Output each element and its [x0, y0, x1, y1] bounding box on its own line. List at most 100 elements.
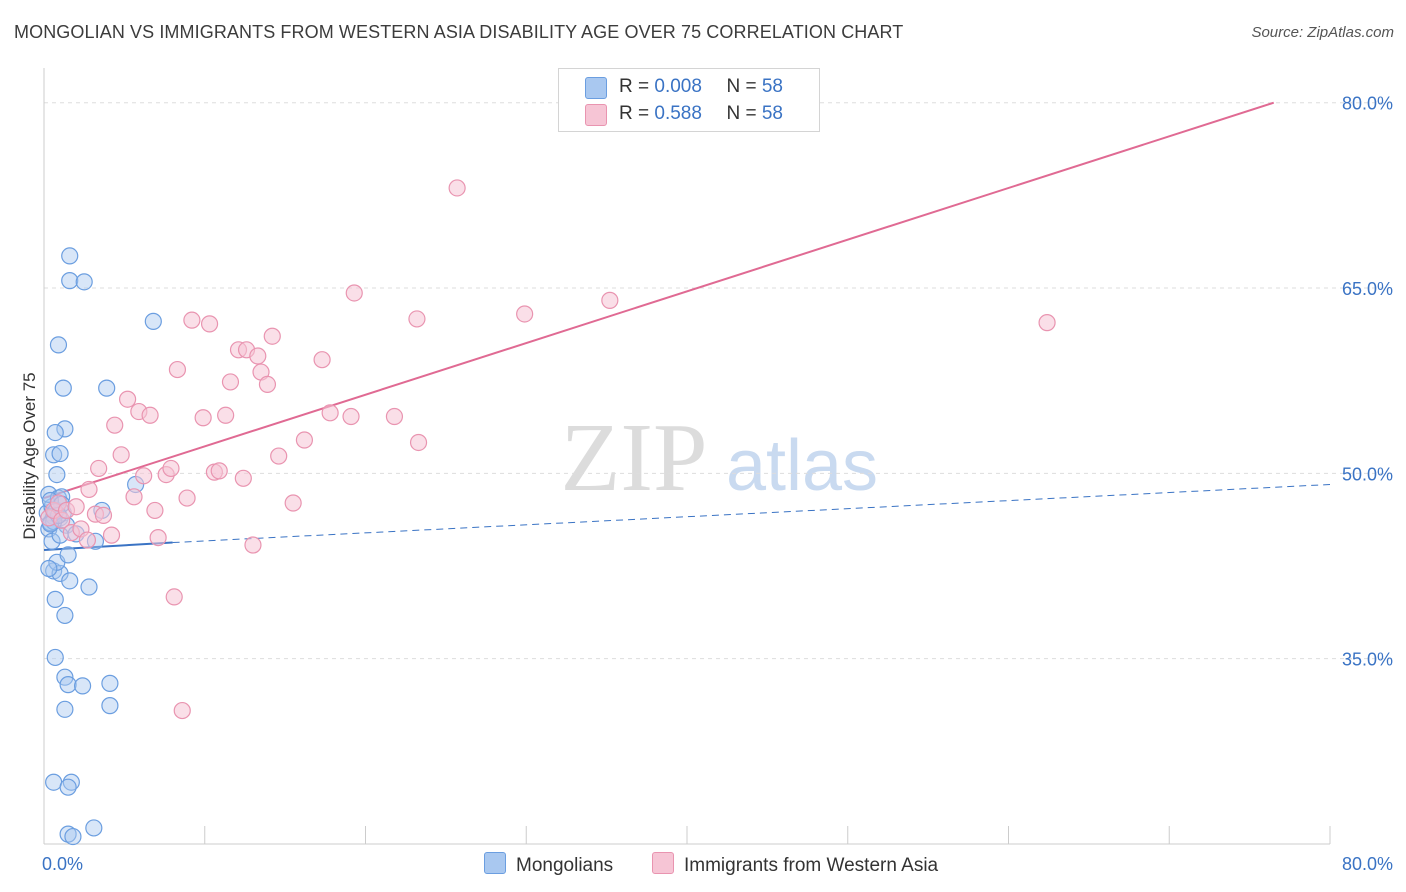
immigrants-point [258, 375, 277, 393]
legend-n-label: N = [726, 103, 762, 124]
mongolians-point [51, 444, 69, 463]
legend-swatch-blue [585, 77, 607, 99]
immigrants-point [263, 327, 281, 345]
mongolians-point [46, 590, 64, 608]
mongolians-point [98, 379, 116, 397]
chart-title: MONGOLIAN VS IMMIGRANTS FROM WESTERN ASI… [14, 22, 904, 42]
legend-r-label: R = [619, 76, 655, 97]
mongolians-point [61, 572, 79, 590]
immigrants-point [448, 179, 466, 197]
immigrants-point [67, 498, 85, 516]
immigrants-point [162, 459, 180, 478]
bottom-legend-label: Immigrants from Western Asia [684, 855, 939, 876]
immigrants-point [141, 406, 159, 424]
source-label: Source: ZipAtlas.com [1251, 24, 1394, 41]
mongolians-point [59, 778, 77, 796]
mongolians-point [73, 677, 92, 695]
y-axis-label: Disability Age Over 75 [20, 372, 39, 540]
mongolians-point [54, 379, 72, 397]
gridlines [44, 102, 1394, 660]
bottom-legend-swatch-pink [652, 852, 674, 874]
immigrants-point [178, 489, 196, 507]
correlation-legend: R = 0.008 N = 58 R = 0.588 N = 58 [558, 68, 820, 132]
immigrants-point [200, 315, 219, 333]
mongolians-trend-extension [172, 483, 1331, 544]
mongolians-point [45, 773, 63, 791]
mongolians-point [45, 446, 63, 464]
mongolians-points [38, 247, 162, 846]
immigrants-point [94, 506, 113, 524]
immigrants-point [313, 351, 331, 369]
legend-n-value: 58 [761, 76, 783, 97]
immigrants-point [112, 446, 130, 464]
legend-n-label: N = [726, 76, 762, 97]
immigrants-point [408, 310, 426, 328]
mongolians-point [59, 676, 77, 694]
immigrants-point [409, 433, 428, 452]
legend-swatch-pink [585, 104, 607, 126]
y-tick-label: 35.0% [1342, 650, 1393, 670]
mongolians-point [64, 827, 82, 846]
mongolians-trend-line [43, 541, 173, 551]
mongolians-point [46, 423, 64, 442]
mongolians-point [144, 312, 162, 330]
immigrants-point [165, 588, 183, 606]
trend-lines [43, 101, 1331, 551]
mongolians-point [62, 773, 80, 791]
immigrants-point [106, 416, 124, 434]
immigrants-point [234, 469, 252, 487]
legend-r-value: 0.588 [654, 103, 702, 124]
mongolians-point [59, 825, 77, 843]
immigrants-point [221, 373, 240, 391]
mongolians-point [56, 606, 74, 625]
immigrants-point [295, 431, 314, 449]
legend-n-value: 58 [761, 103, 783, 124]
mongolians-point [61, 272, 79, 290]
mongolians-point [101, 697, 119, 715]
mongolians-point [56, 700, 74, 718]
immigrants-point [125, 488, 143, 506]
watermark-zip: ZIP [561, 404, 708, 512]
legend-r-label: R = [619, 103, 655, 124]
immigrants-point [601, 291, 619, 309]
immigrants-point [385, 407, 404, 426]
mongolians-point [49, 336, 68, 354]
immigrants-point [135, 467, 153, 485]
immigrants-point [321, 404, 339, 422]
immigrants-trend-line [43, 101, 1275, 500]
mongolians-point [59, 546, 77, 564]
bottom-legend-label: Mongolians [516, 855, 614, 876]
immigrants-point [149, 528, 167, 547]
immigrants-point [78, 531, 97, 549]
immigrants-point [183, 311, 201, 329]
immigrants-point [342, 407, 360, 426]
immigrants-point [244, 536, 262, 554]
bottom-legend-mongolians: Mongolians [484, 852, 613, 877]
immigrants-point [284, 494, 302, 512]
mongolians-point [61, 247, 79, 265]
immigrants-points [40, 179, 1056, 720]
bottom-legend-swatch-blue [484, 852, 506, 874]
mongolians-point [48, 465, 66, 484]
legend-r-value: 0.008 [654, 76, 702, 97]
immigrants-point [249, 347, 267, 365]
immigrants-point [102, 526, 121, 544]
immigrants-point [173, 701, 191, 720]
tick-labels: 35.0% 50.0% 65.0% 80.0% 0.0% 80.0% [42, 94, 1393, 874]
immigrants-point [270, 447, 288, 465]
immigrants-point [90, 459, 108, 478]
immigrants-point [217, 406, 235, 424]
bottom-legend-immigrants: Immigrants from Western Asia [652, 852, 938, 877]
y-tick-label: 50.0% [1342, 464, 1393, 484]
immigrants-point [345, 284, 363, 302]
mongolians-point [46, 648, 64, 667]
watermark: ZIP atlas [561, 404, 879, 512]
immigrants-point [146, 501, 164, 520]
immigrants-point [118, 390, 137, 408]
x-tick-label: 80.0% [1342, 854, 1393, 874]
mongolians-point [80, 578, 98, 596]
mongolians-point [101, 674, 119, 692]
mongolians-point [75, 273, 93, 291]
immigrants-point [210, 462, 228, 480]
